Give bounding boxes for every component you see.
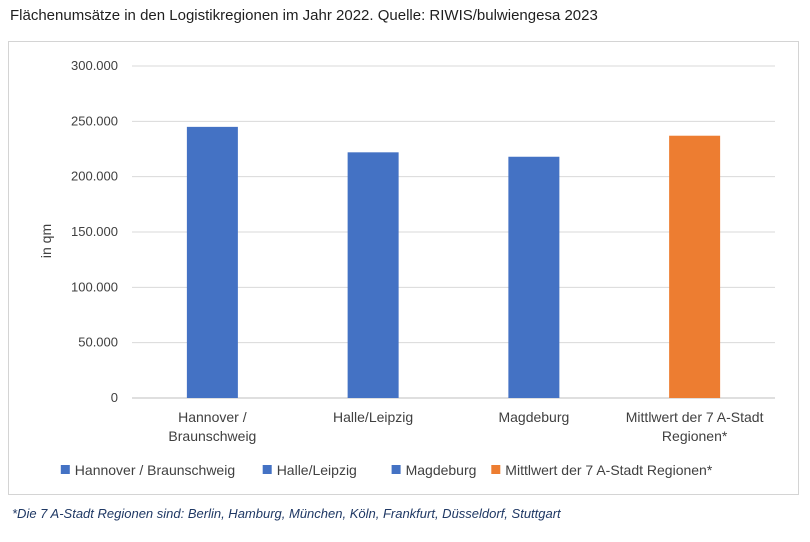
- legend-label: Mittlwert der 7 A-Stadt Regionen*: [505, 462, 713, 478]
- bar: [186, 126, 238, 398]
- chart-title: Flächenumsätze in den Logistikregionen i…: [10, 7, 598, 24]
- x-tick-label: Mittlwert der 7 A-Stadt: [626, 409, 764, 425]
- y-tick-label: 250.000: [71, 113, 118, 128]
- y-tick-label: 150.000: [71, 224, 118, 239]
- y-tick-label: 0: [111, 390, 118, 405]
- legend-label: Halle/Leipzig: [277, 462, 357, 478]
- x-tick-label: Halle/Leipzig: [333, 409, 413, 425]
- y-tick-label: 200.000: [71, 169, 118, 184]
- x-tick-label: Magdeburg: [498, 409, 569, 425]
- y-axis-label: in qm: [38, 224, 54, 258]
- legend-swatch: [391, 465, 401, 474]
- footnote: *Die 7 A-Stadt Regionen sind: Berlin, Ha…: [12, 506, 561, 521]
- y-tick-label: 50.000: [78, 335, 118, 350]
- y-tick-label: 300.000: [71, 58, 118, 73]
- legend-swatch: [60, 465, 70, 474]
- bar-chart: 0 50.000 100.000 150.000 200.000 250.000 300.0…: [38, 58, 775, 478]
- legend-label: Magdeburg: [406, 462, 477, 478]
- x-tick-label: Regionen*: [662, 428, 728, 444]
- x-tick-label: Braunschweig: [168, 428, 256, 444]
- bar: [347, 152, 399, 398]
- legend-swatch: [262, 465, 272, 474]
- legend-swatch: [491, 465, 501, 474]
- chart-frame: [8, 41, 799, 495]
- bar: [508, 156, 560, 398]
- x-tick-label: Hannover /: [178, 409, 247, 425]
- y-tick-label: 100.000: [71, 279, 118, 294]
- bar: [669, 135, 721, 398]
- legend-label: Hannover / Braunschweig: [75, 462, 235, 478]
